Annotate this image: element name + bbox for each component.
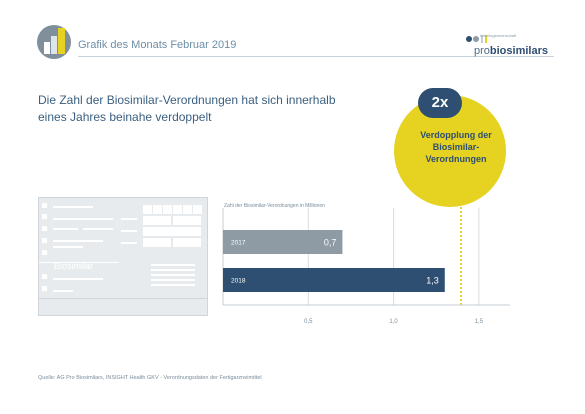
- bar-2018: [223, 268, 445, 292]
- header-divider: [78, 56, 554, 57]
- data-label: 0,7: [324, 238, 337, 248]
- headline: Die Zahl der Biosimilar-Verordnungen hat…: [38, 93, 336, 124]
- category-label: 2018: [231, 278, 246, 285]
- source-note: Quelle: AG Pro Biosimilars, INSIGHT Heal…: [38, 375, 262, 381]
- logo-biosimilars: biosimilars: [489, 45, 548, 57]
- badge-text: Verdopplung der Biosimilar-Verordnungen: [420, 130, 492, 164]
- x-tick-label: 1,5: [475, 319, 484, 325]
- badge-factor: 2x: [418, 88, 462, 118]
- prescription-form-graphic: [39, 203, 207, 299]
- bar-2017: [223, 230, 343, 254]
- page-title: Grafik des Monats Februar 2019: [78, 39, 237, 51]
- prescription-form-illustration: [38, 197, 208, 316]
- header-bar-icon: [37, 25, 71, 59]
- logo-subtitle: Arbeitsgemeinschaft: [480, 33, 517, 38]
- bar-chart: 0,5 1,0 1,5 2017 0,7 2018 1,3: [222, 208, 510, 325]
- badge-dotted-line: [460, 190, 464, 305]
- category-label: 2017: [231, 240, 246, 247]
- x-tick-label: 0,5: [304, 319, 313, 325]
- logo-dots-icon: [466, 35, 487, 43]
- chart-title: Zahl der Biosimilar-Verordnungen in Mill…: [224, 203, 325, 209]
- form-label-biosimilar: Biosimilar: [54, 261, 94, 271]
- x-tick-label: 1,0: [389, 319, 398, 325]
- data-label: 1,3: [426, 276, 439, 286]
- logo-pro: pro: [474, 45, 490, 57]
- logo: probiosimilars: [474, 45, 548, 57]
